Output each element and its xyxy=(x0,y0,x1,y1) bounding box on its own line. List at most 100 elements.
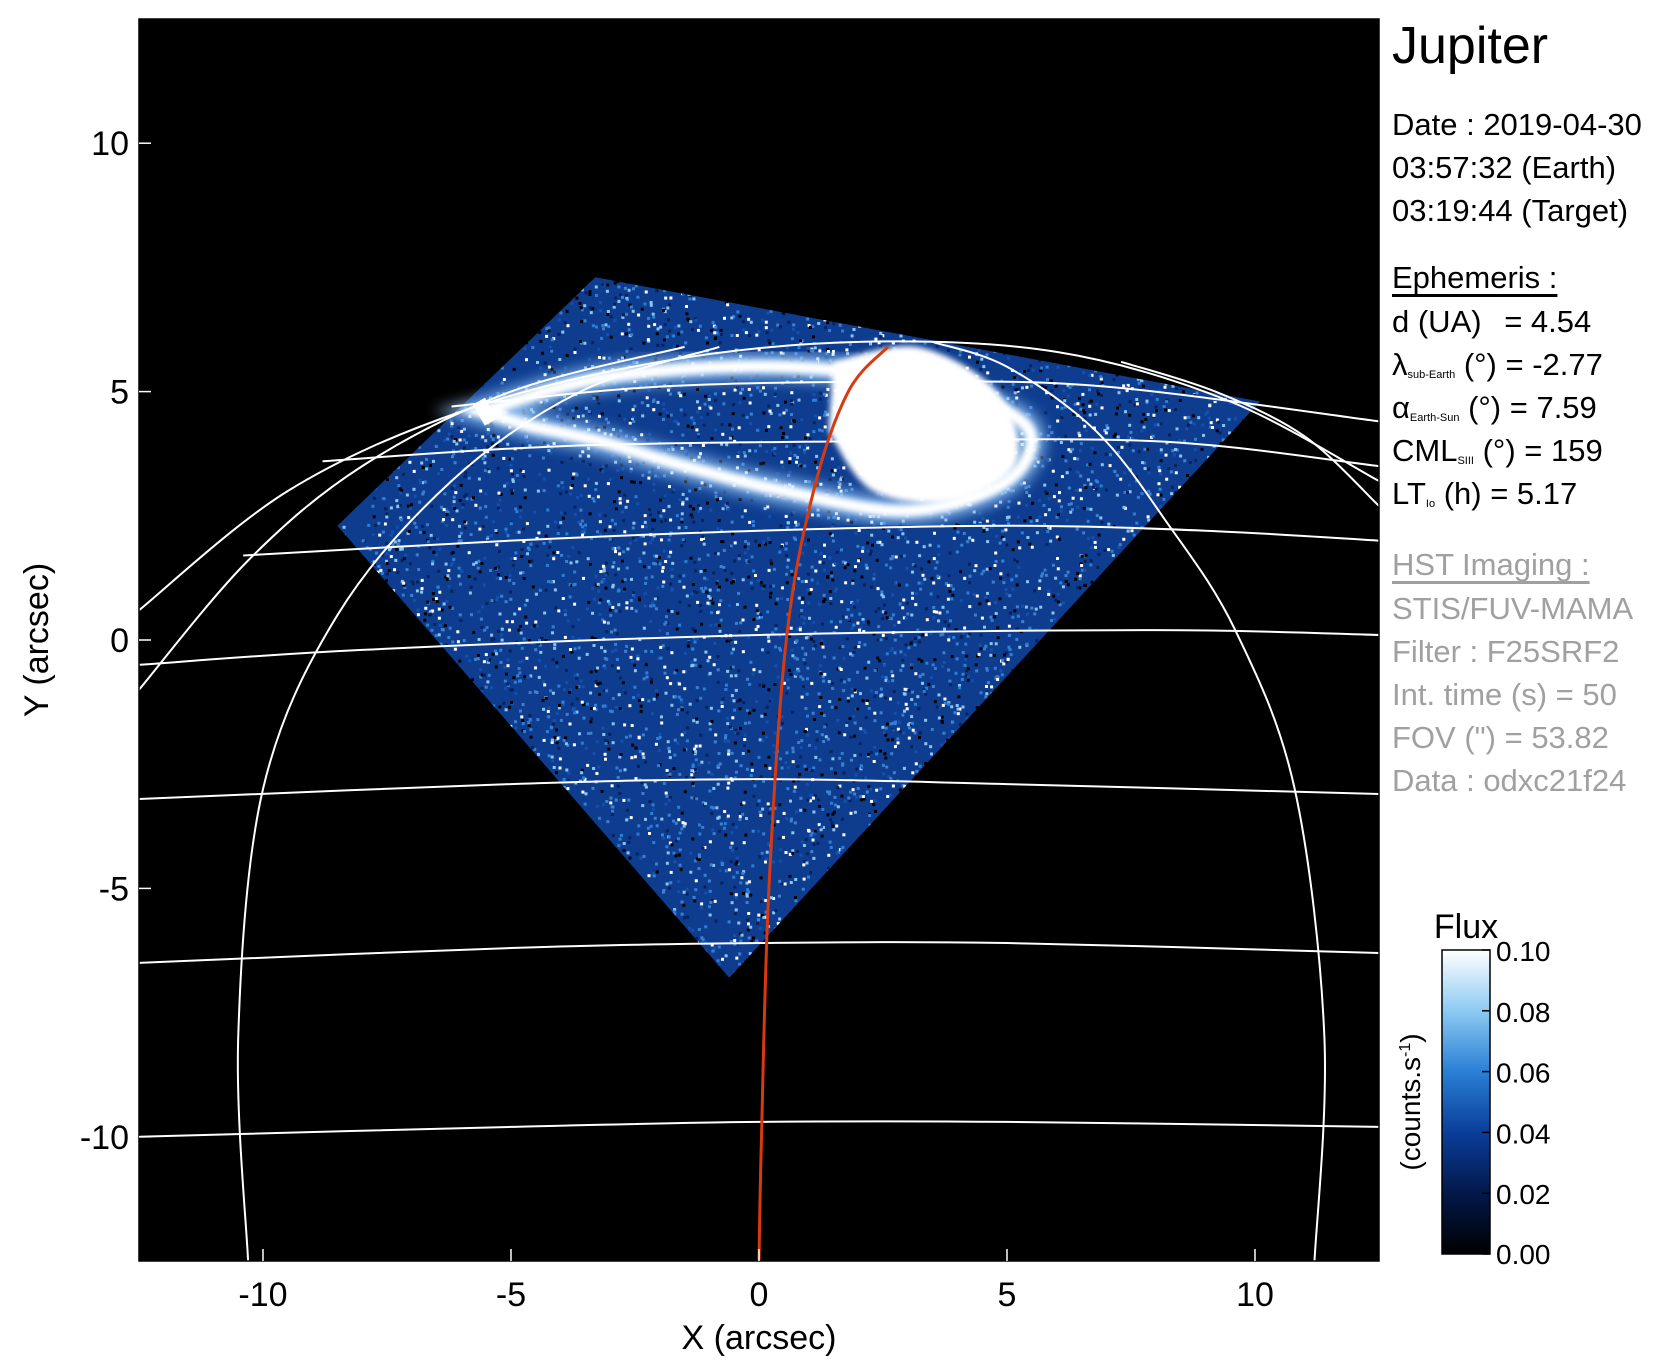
noise-pixel xyxy=(508,578,511,582)
noise-pixel xyxy=(749,774,753,777)
noise-pixel xyxy=(1007,500,1011,504)
noise-pixel xyxy=(762,731,765,735)
noise-pixel xyxy=(1130,529,1134,533)
noise-pixel xyxy=(777,894,781,898)
noise-pixel xyxy=(978,602,982,606)
noise-pixel xyxy=(653,816,657,820)
noise-pixel xyxy=(500,366,504,370)
noise-pixel xyxy=(631,526,635,530)
noise-pixel xyxy=(508,590,512,594)
noise-pixel xyxy=(533,510,537,514)
noise-pixel xyxy=(894,745,897,749)
noise-pixel xyxy=(1062,389,1066,393)
noise-pixel xyxy=(730,581,734,585)
noise-pixel xyxy=(563,635,567,639)
noise-pixel xyxy=(592,707,596,710)
noise-pixel xyxy=(668,750,671,754)
noise-pixel xyxy=(636,295,640,299)
noise-pixel xyxy=(620,833,623,837)
noise-pixel xyxy=(913,643,917,647)
noise-pixel xyxy=(740,933,744,937)
noise-pixel xyxy=(769,559,773,563)
noise-pixel xyxy=(800,339,804,343)
noise-pixel xyxy=(940,719,944,723)
noise-pixel xyxy=(718,629,722,633)
noise-pixel xyxy=(847,678,851,682)
noise-pixel xyxy=(843,566,847,570)
noise-pixel xyxy=(616,669,620,673)
noise-pixel xyxy=(743,733,747,737)
noise-pixel xyxy=(609,796,613,800)
noise-pixel xyxy=(560,511,564,515)
noise-pixel xyxy=(632,420,636,423)
noise-pixel xyxy=(1061,455,1065,459)
noise-pixel xyxy=(1016,389,1020,393)
noise-pixel xyxy=(764,351,768,355)
noise-pixel xyxy=(461,506,465,510)
noise-pixel xyxy=(569,688,573,692)
noise-pixel xyxy=(853,569,857,573)
noise-pixel xyxy=(784,400,787,404)
noise-pixel xyxy=(942,661,946,664)
noise-pixel xyxy=(542,707,546,711)
noise-pixel xyxy=(1167,409,1171,413)
noise-pixel xyxy=(592,499,596,503)
noise-pixel xyxy=(1123,491,1127,494)
noise-pixel xyxy=(853,734,857,738)
noise-pixel xyxy=(642,756,646,759)
noise-pixel xyxy=(499,660,503,664)
noise-pixel xyxy=(450,424,454,428)
noise-pixel xyxy=(883,752,887,756)
noise-pixel xyxy=(788,461,792,465)
noise-pixel xyxy=(699,610,703,613)
noise-pixel xyxy=(1070,508,1074,512)
noise-pixel xyxy=(1156,423,1160,427)
noise-pixel xyxy=(717,752,721,755)
noise-pixel xyxy=(724,775,728,779)
noise-pixel xyxy=(367,523,371,527)
noise-pixel xyxy=(538,588,542,592)
noise-pixel xyxy=(1124,385,1128,389)
noise-pixel xyxy=(539,339,543,343)
noise-pixel xyxy=(601,726,605,730)
noise-pixel xyxy=(692,421,696,425)
noise-pixel xyxy=(861,546,865,550)
noise-pixel xyxy=(425,467,429,471)
noise-pixel xyxy=(399,518,403,522)
noise-pixel xyxy=(642,565,646,569)
noise-pixel xyxy=(577,520,581,524)
noise-pixel xyxy=(616,666,620,670)
noise-pixel xyxy=(596,666,599,670)
noise-pixel xyxy=(474,561,478,565)
noise-pixel xyxy=(694,744,698,748)
noise-pixel xyxy=(556,532,560,535)
noise-pixel xyxy=(411,582,415,586)
noise-pixel xyxy=(826,348,830,351)
noise-pixel xyxy=(708,588,712,592)
noise-pixel xyxy=(601,283,604,287)
noise-pixel xyxy=(708,889,712,893)
noise-pixel xyxy=(756,625,760,628)
noise-pixel xyxy=(768,541,772,544)
noise-pixel xyxy=(486,660,490,664)
noise-pixel xyxy=(655,332,659,336)
noise-pixel xyxy=(552,719,556,722)
noise-pixel xyxy=(495,652,498,656)
noise-pixel xyxy=(611,650,614,653)
noise-pixel xyxy=(550,338,554,342)
noise-pixel xyxy=(835,550,839,554)
noise-pixel xyxy=(1127,435,1131,439)
noise-pixel xyxy=(879,344,883,348)
noise-pixel xyxy=(537,531,541,535)
noise-pixel xyxy=(561,597,565,600)
noise-pixel xyxy=(577,551,581,555)
noise-pixel xyxy=(569,486,573,490)
noise-pixel xyxy=(408,507,412,511)
noise-pixel xyxy=(875,558,879,562)
noise-pixel xyxy=(1004,660,1008,664)
noise-pixel xyxy=(830,571,833,575)
noise-pixel xyxy=(1005,543,1009,547)
noise-pixel xyxy=(571,546,575,550)
noise-pixel xyxy=(1025,642,1029,646)
noise-pixel xyxy=(937,693,941,697)
